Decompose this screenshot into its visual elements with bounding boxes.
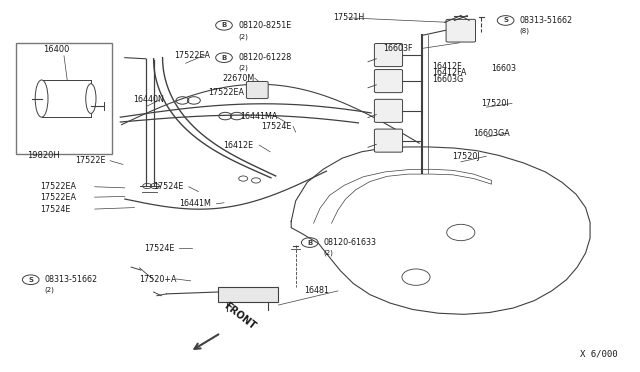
Text: 16412E: 16412E — [223, 141, 253, 150]
Text: 16441M: 16441M — [179, 199, 211, 208]
Text: FRONT: FRONT — [222, 301, 257, 331]
Text: 17520I: 17520I — [481, 99, 509, 108]
FancyBboxPatch shape — [446, 19, 476, 42]
Bar — [218, 287, 278, 302]
Text: 16603: 16603 — [492, 64, 516, 73]
Text: 17522EA: 17522EA — [174, 51, 210, 60]
Text: 16603G: 16603G — [433, 75, 464, 84]
Text: 08120-61228: 08120-61228 — [238, 53, 291, 62]
Text: X 6/000: X 6/000 — [580, 350, 618, 359]
Text: 19820H: 19820H — [27, 151, 60, 160]
Text: S: S — [503, 17, 508, 23]
Text: 17521H: 17521H — [333, 13, 364, 22]
Text: 17522EA: 17522EA — [209, 88, 244, 97]
FancyBboxPatch shape — [374, 129, 403, 152]
Text: 16412F: 16412F — [433, 62, 462, 71]
Text: 17524E: 17524E — [261, 122, 291, 131]
Text: 17520+A: 17520+A — [140, 275, 177, 283]
Text: S: S — [28, 277, 33, 283]
Text: 16400: 16400 — [44, 45, 70, 54]
Ellipse shape — [86, 84, 96, 113]
Text: 17522EA: 17522EA — [40, 182, 76, 191]
Text: 16481: 16481 — [305, 286, 330, 295]
Text: 17520J: 17520J — [452, 152, 479, 161]
Text: 16441MA: 16441MA — [241, 112, 278, 121]
Text: (8): (8) — [520, 28, 530, 34]
Text: (2): (2) — [324, 250, 333, 256]
Text: 22670M: 22670M — [223, 74, 255, 83]
Text: 16603F: 16603F — [383, 44, 412, 53]
Text: 16603GA: 16603GA — [474, 129, 510, 138]
Text: B: B — [221, 22, 227, 28]
Text: B: B — [221, 55, 227, 61]
FancyBboxPatch shape — [246, 81, 268, 99]
Bar — [16, 43, 112, 154]
Text: B: B — [307, 240, 312, 246]
Text: 08313-51662: 08313-51662 — [520, 16, 573, 25]
Text: 17524E: 17524E — [40, 205, 70, 214]
Text: 08120-61633: 08120-61633 — [324, 238, 377, 247]
FancyBboxPatch shape — [374, 44, 403, 67]
Text: 17524E: 17524E — [154, 182, 184, 191]
Text: 17524E: 17524E — [144, 244, 174, 253]
Text: (2): (2) — [238, 65, 248, 71]
Ellipse shape — [35, 80, 48, 117]
Text: (2): (2) — [238, 33, 248, 40]
Text: (2): (2) — [45, 287, 54, 294]
Text: 08120-8251E: 08120-8251E — [238, 21, 291, 30]
Text: 08313-51662: 08313-51662 — [45, 275, 98, 284]
Text: 16440N: 16440N — [133, 95, 164, 104]
FancyBboxPatch shape — [374, 70, 403, 93]
Text: 17522E: 17522E — [76, 156, 106, 165]
Text: 17522EA: 17522EA — [40, 193, 76, 202]
Text: 16412FA: 16412FA — [433, 68, 467, 77]
FancyBboxPatch shape — [374, 99, 403, 122]
